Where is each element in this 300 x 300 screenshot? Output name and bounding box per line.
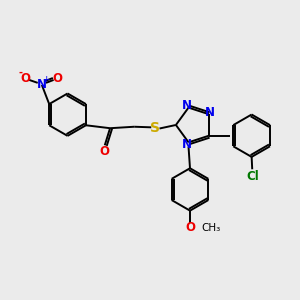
Text: N: N	[182, 138, 192, 151]
Text: CH₃: CH₃	[201, 223, 220, 233]
Text: +: +	[43, 75, 50, 84]
Text: N: N	[37, 78, 47, 92]
Text: S: S	[150, 121, 161, 135]
Text: -: -	[19, 68, 22, 78]
Text: Cl: Cl	[246, 169, 259, 182]
Text: O: O	[185, 221, 195, 234]
Text: O: O	[21, 72, 31, 85]
Text: O: O	[52, 72, 62, 85]
Text: N: N	[205, 106, 215, 119]
Text: N: N	[182, 99, 192, 112]
Text: O: O	[99, 145, 109, 158]
